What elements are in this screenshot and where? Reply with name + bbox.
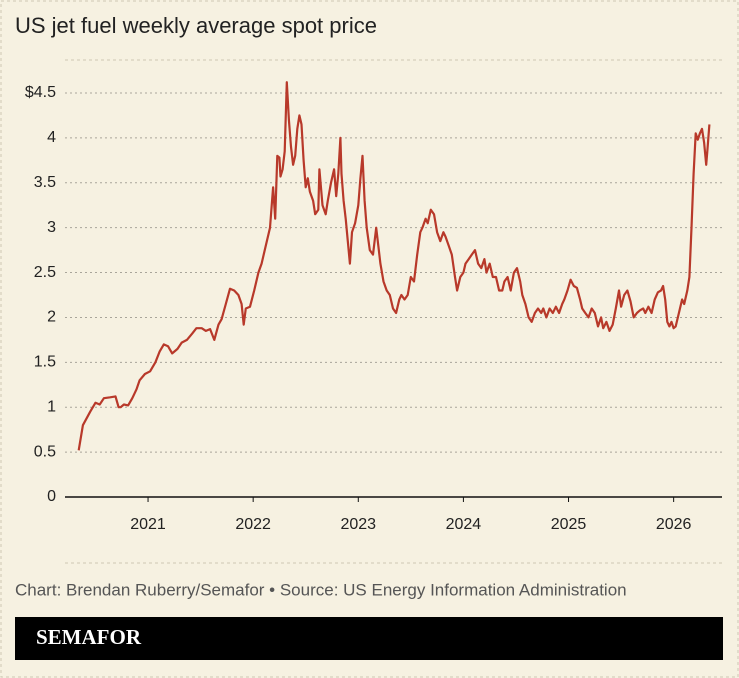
brand-bar <box>15 617 723 660</box>
y-tick-label: $4.5 <box>25 84 56 101</box>
x-tick-label: 2025 <box>551 516 587 533</box>
x-tick-label: 2021 <box>130 516 166 533</box>
x-tick-label: 2023 <box>340 516 376 533</box>
y-tick-label: 0 <box>47 488 56 505</box>
price-line <box>77 81 711 451</box>
y-tick-label: 1.5 <box>34 354 56 371</box>
x-tick-label: 2026 <box>656 516 692 533</box>
chart-title: US jet fuel weekly average spot price <box>15 13 377 38</box>
brand-logo: SEMAFOR <box>36 625 142 649</box>
y-tick-label: 4 <box>47 129 56 146</box>
y-tick-label: 3.5 <box>34 174 56 191</box>
source-note: Chart: Brendan Ruberry/Semafor • Source:… <box>15 580 627 599</box>
y-tick-label: 2 <box>47 309 56 326</box>
y-tick-label: 3 <box>47 219 56 236</box>
y-tick-label: 0.5 <box>34 443 56 460</box>
x-tick-label: 2024 <box>446 516 482 533</box>
x-tick-label: 2022 <box>235 516 271 533</box>
y-tick-label: 2.5 <box>34 264 56 281</box>
y-tick-label: 1 <box>47 398 56 415</box>
